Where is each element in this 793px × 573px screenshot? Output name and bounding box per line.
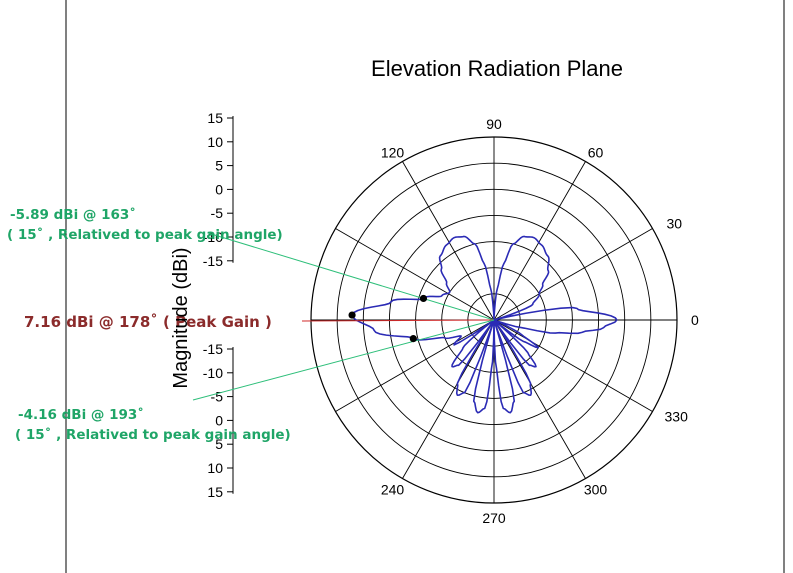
annotation-leader-lines [192, 232, 495, 401]
data-markers [348, 294, 428, 343]
angle-tick-label: 60 [588, 145, 604, 161]
radial-tick-label: 10 [207, 460, 223, 476]
angle-tick-label: 90 [486, 116, 502, 132]
grid-spoke [402, 161, 495, 321]
grid-spoke [493, 319, 586, 479]
y-axis-label: Magnitude (dBi) [170, 247, 192, 388]
radial-tick-label: 5 [215, 158, 223, 174]
radial-tick-label: 10 [207, 134, 223, 150]
radial-tick-label: -10 [203, 229, 223, 245]
angle-tick-label: 270 [482, 510, 506, 526]
radial-tick-label: -15 [203, 253, 223, 269]
angle-tick-label: 0 [691, 312, 699, 328]
annotation-line2: ( 15˚ , Relatived to peak gain angle) [7, 226, 283, 243]
annotation-line2: ( 15˚ , Relatived to peak gain angle) [15, 426, 291, 443]
radial-tick-label: -5 [211, 205, 224, 221]
grid-spoke [493, 161, 586, 321]
grid-spoke [493, 228, 653, 321]
angle-tick-label: 120 [381, 145, 405, 161]
radial-tick-label: -10 [203, 365, 223, 381]
radial-tick-label: 0 [215, 412, 223, 428]
annotation-line1: -4.16 dBi @ 193˚ [18, 406, 144, 423]
data-marker [348, 311, 356, 319]
pattern-trace [351, 235, 618, 414]
leader-line [207, 232, 495, 321]
annotation-line1: -5.89 dBi @ 163˚ [10, 206, 136, 223]
plot-frame [65, 0, 785, 573]
grid-spoke [402, 319, 495, 479]
radiation-pattern-series [351, 235, 618, 414]
radial-tick-label: 15 [207, 110, 223, 126]
radial-tick-label: 0 [215, 181, 223, 197]
angle-tick-label: 240 [381, 482, 405, 498]
angle-tick-label: 30 [667, 216, 683, 232]
radial-tick-label: -15 [203, 341, 223, 357]
radial-tick-label: 15 [207, 484, 223, 500]
annotation-line1: 7.16 dBi @ 178˚ ( Peak Gain ) [24, 313, 272, 331]
angle-tick-label: 300 [584, 482, 608, 498]
radial-tick-label: -5 [211, 389, 224, 405]
grid-spoke [335, 228, 495, 321]
grid-spoke [335, 319, 495, 412]
annotations: -5.89 dBi @ 163˚ ( 15˚ , Relatived to pea… [7, 206, 291, 443]
radial-axis: 15 10 5 0 -5 -10 -15 -15 -10 -5 0 5 10 15 [203, 110, 234, 500]
leader-line [192, 319, 495, 401]
radial-tick-label: 5 [215, 436, 223, 452]
angle-tick-label: 330 [665, 409, 689, 425]
data-marker [419, 294, 428, 303]
leader-line [301, 319, 495, 322]
grid-spoke [493, 319, 653, 412]
data-marker [409, 335, 417, 343]
chart-title: Elevation Radiation Plane [371, 56, 623, 81]
